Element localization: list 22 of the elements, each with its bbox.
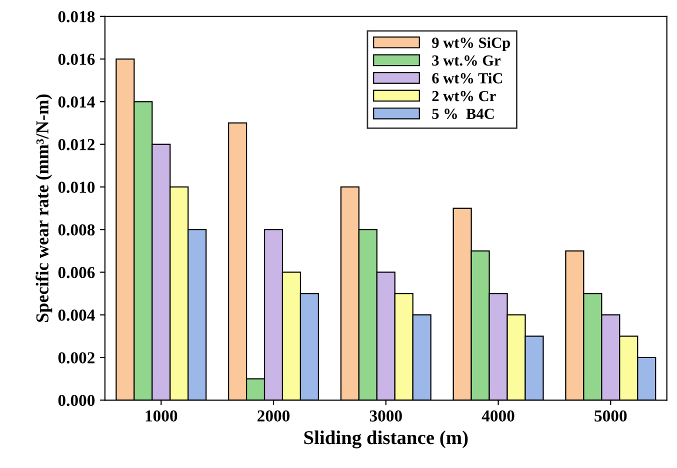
x-tick-label: 5000	[594, 410, 627, 422]
y-tick-label: 0.000	[58, 394, 95, 406]
x-axis-title: Sliding distance (m)	[304, 430, 468, 448]
y-tick-label: 0.012	[58, 139, 94, 150]
x-tick-label: 3000	[370, 410, 402, 422]
y-tick-label: 0.004	[58, 310, 95, 321]
y-tick-label: 0.008	[58, 224, 95, 236]
legend-label: 9 wt% SiCp	[432, 37, 510, 52]
x-tick-label: 1000	[146, 410, 178, 422]
legend-label: 6 wt% TiC	[432, 72, 502, 84]
y-tick-label: 0.002	[58, 352, 94, 364]
x-tick-label: 2000	[258, 410, 290, 422]
legend-label: 3 wt.% Gr	[432, 55, 500, 66]
x-tick-label: 4000	[482, 410, 514, 422]
legend-label: 5 % B4C	[432, 108, 494, 120]
y-tick-label: 0.010	[58, 182, 95, 193]
y-tick-label: 0.018	[58, 11, 95, 22]
y-tick-label: 0.006	[58, 266, 95, 278]
y-axis-title: Specific wear rate (mm³/N-m)	[36, 94, 52, 322]
y-tick-label: 0.016	[58, 54, 95, 66]
y-tick-label: 0.014	[58, 96, 95, 108]
legend-label: 2 wt% Cr	[432, 90, 496, 102]
